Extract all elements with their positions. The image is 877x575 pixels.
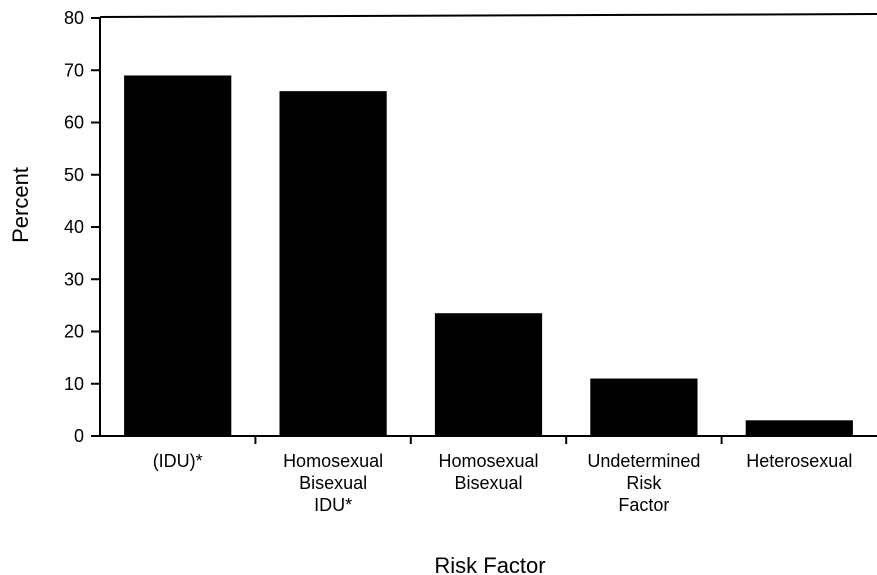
x-tick-label: Undetermined Risk Factor — [587, 451, 700, 515]
y-tick-label: 50 — [64, 165, 84, 185]
x-tick-label: (IDU)* — [153, 451, 203, 471]
bar — [279, 91, 387, 437]
x-tick-label: Homosexual Bisexual IDU* — [283, 451, 383, 515]
x-axis-label: Risk Factor — [434, 553, 545, 575]
y-tick-label: 70 — [64, 60, 84, 80]
bar — [434, 313, 543, 436]
bar — [745, 420, 853, 436]
x-tick-label: Homosexual Bisexual — [438, 451, 538, 493]
y-tick-label: 40 — [64, 217, 84, 237]
y-tick-label: 20 — [64, 322, 84, 342]
y-tick-label: 80 — [64, 8, 84, 28]
y-tick-label: 60 — [64, 113, 84, 133]
y-tick-label: 30 — [64, 269, 84, 289]
bar — [590, 378, 698, 436]
y-axis-label: Percent — [8, 167, 33, 243]
bar — [124, 75, 232, 436]
top-border — [99, 13, 877, 18]
y-tick-label: 0 — [74, 426, 84, 446]
x-tick-label: Heterosexual — [746, 451, 852, 471]
y-tick-label: 10 — [64, 374, 84, 394]
